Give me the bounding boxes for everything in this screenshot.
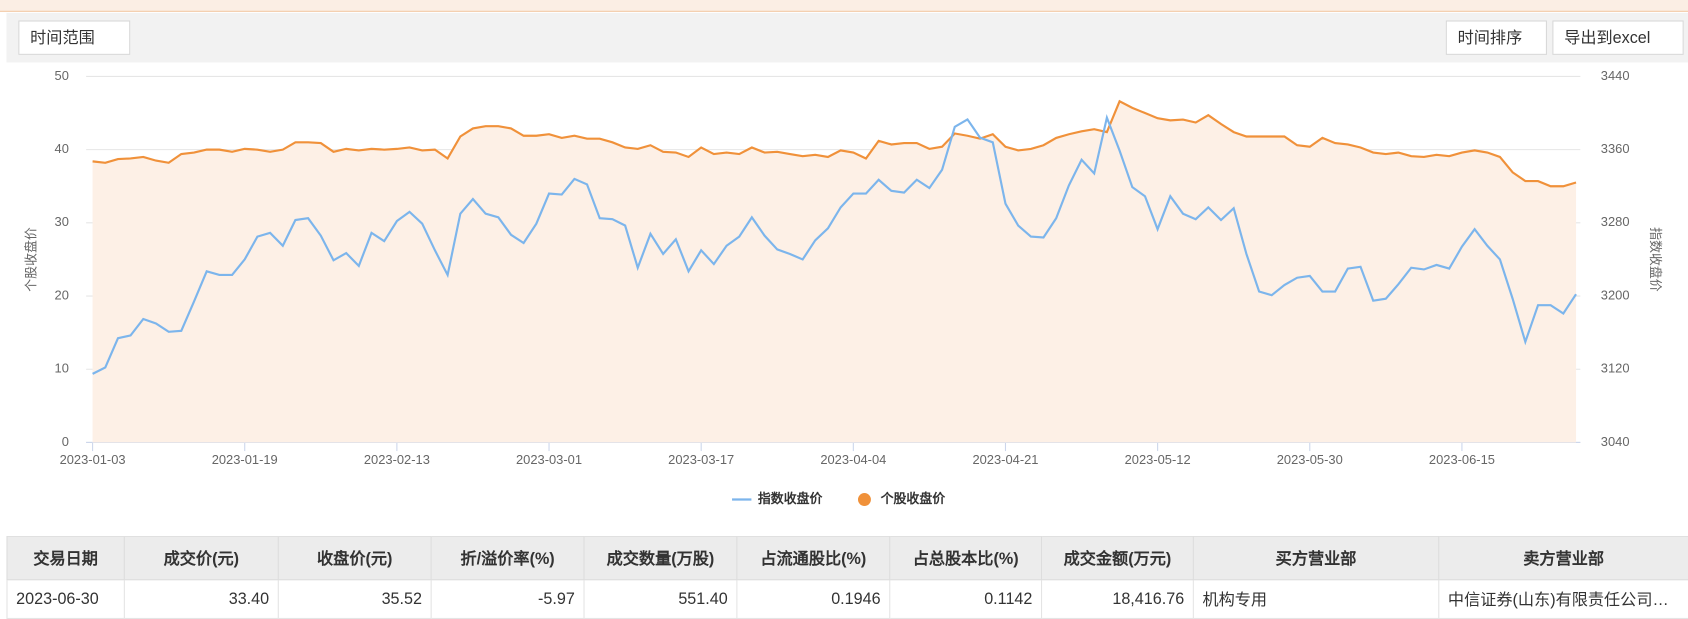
column-header: 折/溢价率(%) — [430, 536, 585, 581]
table-cell: 0.1946 — [736, 579, 891, 619]
y2-tick-label: 3200 — [1601, 287, 1630, 302]
x-tick-label: 2023-04-21 — [972, 452, 1038, 467]
export-button[interactable]: 导出到excel — [1552, 20, 1684, 55]
y2-tick-label: 3040 — [1601, 434, 1630, 449]
y2-tick-label: 3120 — [1601, 361, 1630, 376]
y-tick-label: 10 — [55, 361, 69, 376]
column-header: 交易日期 — [6, 536, 125, 581]
table-cell: 机构专用 — [1192, 579, 1440, 619]
y-tick-label: 30 — [55, 214, 69, 229]
data-table: 交易日期 成交价(元) 收盘价(元) 折/溢价率(%) 成交数量(万股) 占流通股比(%)… — [6, 536, 1688, 619]
x-tick-label: 2023-03-17 — [668, 452, 734, 467]
column-header: 占总股本比(%) — [889, 536, 1043, 581]
x-tick-label: 2023-06-15 — [1429, 452, 1495, 467]
table-cell: 18,416.76 — [1041, 579, 1194, 619]
toolbar: 时间范围 时间排序 导出到excel — [6, 12, 1688, 63]
table-cell: 2023-06-30 — [6, 579, 125, 619]
y-tick-label: 50 — [55, 68, 69, 83]
column-header: 收盘价(元) — [277, 536, 432, 581]
x-tick-label: 2023-04-04 — [820, 452, 886, 467]
y-tick-label: 20 — [55, 287, 69, 302]
y2-tick-label: 3360 — [1601, 141, 1630, 156]
column-header: 成交数量(万股) — [583, 536, 738, 581]
y2-tick-label: 3440 — [1601, 68, 1630, 83]
column-header: 占流通股比(%) — [736, 536, 891, 581]
table-cell: -5.97 — [430, 579, 585, 619]
x-tick-label: 2023-03-01 — [516, 452, 582, 467]
table-cell: 33.40 — [123, 579, 279, 619]
table-row: 2023-06-30 33.40 35.52 -5.97 551.40 0.1946 0.1… — [6, 579, 1688, 619]
x-tick-label: 2023-02-13 — [364, 452, 430, 467]
x-tick-label: 2023-05-12 — [1125, 452, 1191, 467]
range-button[interactable]: 时间范围 — [18, 20, 131, 55]
y2-axis-label: 指数收盘价 — [1648, 227, 1663, 292]
y-tick-label: 0 — [62, 434, 69, 449]
table-cell: 中信证券(山东)有限责任公司… — [1438, 579, 1688, 619]
sort-button[interactable]: 时间排序 — [1445, 20, 1547, 55]
area — [92, 101, 1577, 443]
chart: 01020304050304031203200328033603440个股收盘价… — [24, 68, 1663, 506]
legend-label: 个股收盘价 — [880, 491, 946, 506]
y-tick-label: 40 — [55, 141, 69, 156]
x-tick-label: 2023-05-30 — [1277, 452, 1343, 467]
column-header: 买方营业部 — [1192, 536, 1440, 581]
legend-label: 指数收盘价 — [758, 491, 823, 506]
header-strip — [0, 0, 1688, 12]
x-tick-label: 2023-01-19 — [212, 452, 278, 467]
column-header: 成交价(元) — [123, 536, 279, 581]
y2-tick-label: 3280 — [1601, 214, 1630, 229]
column-header: 卖方营业部 — [1438, 536, 1688, 581]
table-cell: 0.1142 — [889, 579, 1043, 619]
x-tick-label: 2023-01-03 — [60, 452, 126, 467]
y-axis-label: 个股收盘价 — [24, 227, 39, 292]
table-cell: 551.40 — [583, 579, 738, 619]
table-cell: 35.52 — [277, 579, 432, 619]
line — [92, 99, 1577, 188]
legend-marker — [857, 493, 871, 506]
column-header: 成交金额(万元) — [1041, 536, 1194, 581]
line — [92, 113, 1577, 375]
